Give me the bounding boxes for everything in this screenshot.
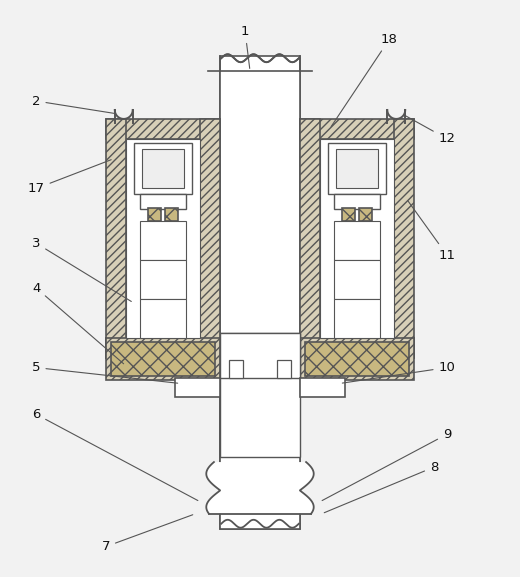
Bar	[106, 119, 126, 358]
Bar	[334, 193, 380, 209]
Bar	[141, 149, 185, 188]
Bar	[140, 222, 186, 260]
Bar	[200, 119, 220, 358]
Bar	[140, 299, 186, 338]
Bar	[106, 119, 220, 139]
Bar	[229, 359, 243, 377]
Bar	[359, 208, 372, 222]
Text: 10: 10	[342, 361, 456, 383]
Text: 8: 8	[324, 460, 438, 513]
Bar	[148, 208, 161, 222]
Bar	[175, 377, 220, 398]
Bar	[220, 56, 300, 529]
Text: 12: 12	[405, 115, 456, 145]
Bar	[328, 143, 386, 193]
Bar	[342, 208, 355, 222]
Bar	[140, 260, 186, 299]
Bar	[300, 119, 320, 358]
Bar	[106, 338, 220, 358]
Text: 17: 17	[28, 160, 111, 195]
Bar	[126, 139, 200, 338]
Bar	[335, 149, 379, 188]
Bar	[334, 260, 380, 299]
Text: 5: 5	[32, 361, 178, 383]
Bar	[106, 338, 220, 380]
Bar	[140, 193, 186, 209]
Bar	[220, 333, 300, 380]
Bar	[220, 377, 300, 457]
Bar	[165, 208, 178, 222]
Bar	[134, 143, 192, 193]
Bar	[305, 342, 409, 376]
Bar	[277, 359, 291, 377]
Bar	[220, 333, 300, 380]
Text: 3: 3	[32, 237, 132, 301]
Text: 18: 18	[331, 33, 398, 126]
Text: 6: 6	[32, 408, 198, 500]
Text: 1: 1	[241, 25, 250, 69]
Bar	[300, 338, 414, 380]
Text: 7: 7	[101, 515, 193, 553]
Bar	[300, 377, 345, 398]
Bar	[334, 222, 380, 260]
Bar	[394, 119, 414, 358]
Text: 9: 9	[322, 428, 451, 501]
Bar	[320, 139, 394, 338]
Polygon shape	[206, 462, 314, 514]
Bar	[300, 338, 414, 358]
Text: 4: 4	[32, 282, 124, 364]
Bar	[111, 342, 215, 376]
Bar	[334, 299, 380, 338]
Bar	[300, 119, 414, 139]
Bar	[220, 71, 300, 529]
Text: 11: 11	[408, 201, 456, 262]
Text: 2: 2	[32, 95, 115, 114]
